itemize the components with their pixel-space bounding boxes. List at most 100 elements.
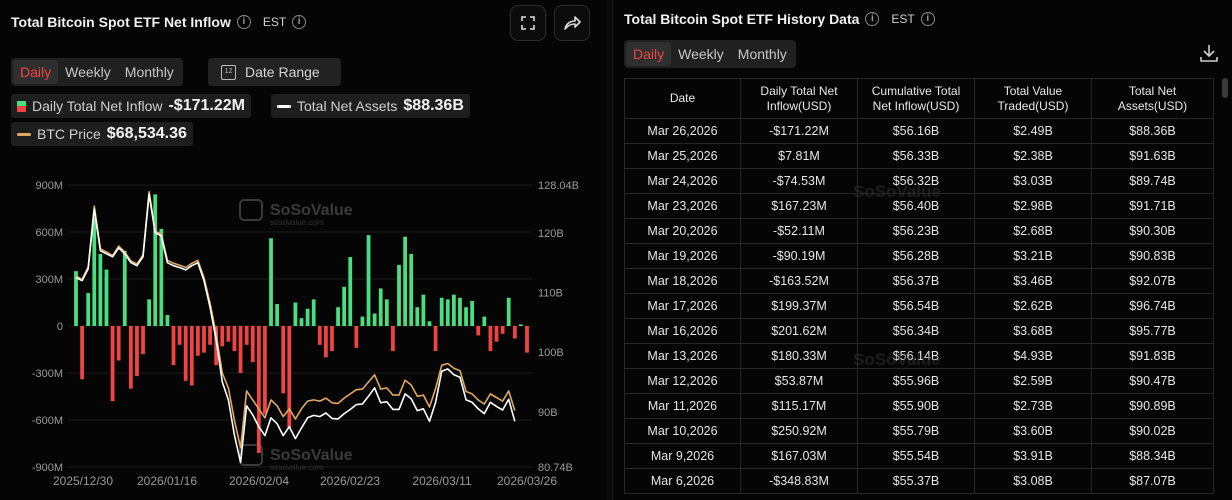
col-header-date[interactable]: Date bbox=[624, 78, 741, 119]
history-tab-monthly[interactable]: Monthly bbox=[737, 46, 787, 62]
inflow-bar bbox=[202, 326, 206, 353]
history-timezone-label[interactable]: EST bbox=[891, 12, 915, 26]
table-scrollbar[interactable] bbox=[1222, 78, 1228, 98]
watermark-logo-icon bbox=[239, 199, 263, 221]
inflow-bar bbox=[427, 321, 432, 326]
inflow-bar bbox=[275, 304, 280, 326]
table-row[interactable]: Mar 26,2026 -$171.22M $56.16B $2.49B $88.36B bbox=[624, 118, 1214, 144]
tab-monthly[interactable]: Monthly bbox=[124, 64, 174, 80]
line-legend-icon bbox=[277, 104, 291, 108]
cell-value-traded: $3.68B bbox=[974, 318, 1092, 344]
share-button[interactable] bbox=[554, 5, 590, 41]
cell-value-traded: $2.49B bbox=[974, 118, 1092, 144]
cell-daily-inflow: $167.03M bbox=[740, 443, 858, 469]
cell-daily-inflow: -$52.11M bbox=[740, 218, 858, 244]
timezone-info-icon[interactable]: i bbox=[292, 15, 307, 29]
x-tick-label: 2026/01/16 bbox=[137, 474, 197, 488]
table-row[interactable]: Mar 12,2026 $53.87M $55.96B $2.59B $90.47B bbox=[624, 368, 1214, 394]
y-tick-left: -600M bbox=[32, 415, 63, 427]
cell-cumulative-inflow: $56.54B bbox=[857, 293, 975, 319]
table-row[interactable]: Mar 6,2026 -$348.83M $55.37B $3.08B $87.07B bbox=[624, 468, 1214, 494]
col-header-net-assets[interactable]: Total Net Assets(USD) bbox=[1091, 78, 1214, 119]
cell-net-assets: $90.30B bbox=[1091, 218, 1214, 244]
inflow-bar bbox=[74, 271, 78, 326]
history-tab-daily[interactable]: Daily bbox=[626, 42, 672, 66]
table-row[interactable]: Mar 16,2026 $201.62M $56.34B $3.68B $95.77B bbox=[624, 318, 1214, 344]
inflow-bar bbox=[397, 264, 401, 326]
table-row[interactable]: Mar 17,2026 $199.37M $56.54B $2.62B $96.74B bbox=[624, 293, 1214, 319]
timezone-label[interactable]: EST bbox=[262, 15, 287, 29]
inflow-bar bbox=[135, 326, 139, 377]
inflow-bar bbox=[415, 307, 420, 326]
cell-date: Mar 24,2026 bbox=[624, 168, 741, 194]
cell-date: Mar 26,2026 bbox=[624, 118, 741, 144]
inflow-bar bbox=[232, 326, 237, 352]
col-header-daily-inflow[interactable]: Daily Total Net Inflow(USD) bbox=[740, 78, 858, 119]
y-tick-left: 600M bbox=[35, 227, 63, 239]
btc-line-legend-icon bbox=[17, 132, 31, 136]
y-tick-right: 80.74B bbox=[538, 462, 573, 474]
fullscreen-button[interactable] bbox=[510, 5, 546, 41]
col-header-value-traded[interactable]: Total Value Traded(USD) bbox=[974, 78, 1092, 119]
inflow-bar bbox=[122, 250, 127, 326]
cell-net-assets: $89.74B bbox=[1091, 168, 1214, 194]
cell-cumulative-inflow: $56.40B bbox=[857, 193, 975, 219]
cell-net-assets: $88.34B bbox=[1091, 443, 1214, 469]
inflow-bar bbox=[384, 299, 389, 326]
inflow-bar bbox=[281, 326, 286, 394]
cell-cumulative-inflow: $56.37B bbox=[857, 268, 975, 294]
tab-daily[interactable]: Daily bbox=[13, 60, 59, 84]
table-row[interactable]: Mar 9,2026 $167.03M $55.54B $3.91B $88.34B bbox=[624, 443, 1214, 469]
net-inflow-chart[interactable]: 900M 600M 300M 0 -300M -600M -900M 128.04B 120B 1… bbox=[0, 170, 606, 500]
inflow-bar bbox=[159, 228, 164, 326]
table-watermark-bottom: SoSoValue bbox=[853, 350, 941, 369]
y-tick-left: 300M bbox=[35, 274, 63, 286]
history-table: Date Daily Total Net Inflow(USD) Cumulat… bbox=[624, 78, 1214, 494]
inflow-bar bbox=[391, 326, 395, 352]
inflow-bar bbox=[305, 308, 310, 326]
table-row[interactable]: Mar 11,2026 $115.17M $55.90B $2.73B $90.89B bbox=[624, 393, 1214, 419]
legend-assets-label: Total Net Assets bbox=[297, 98, 398, 114]
history-info-icon[interactable]: i bbox=[865, 12, 880, 26]
inflow-bar bbox=[519, 324, 523, 326]
info-icon[interactable]: i bbox=[236, 15, 251, 29]
cell-net-assets: $90.47B bbox=[1091, 368, 1214, 394]
y-tick-left: -300M bbox=[32, 368, 63, 380]
inflow-bar bbox=[500, 326, 505, 334]
fullscreen-icon bbox=[521, 16, 535, 30]
table-row[interactable]: Mar 19,2026 -$90.19M $56.28B $3.21B $90.83B bbox=[624, 243, 1214, 269]
table-row[interactable]: Mar 23,2026 $167.23M $56.40B $2.98B $91.71B bbox=[624, 193, 1214, 219]
share-icon bbox=[564, 16, 581, 30]
legend-btc-price[interactable]: BTC Price $68,534.36 bbox=[11, 122, 193, 146]
y-tick-right: 110B bbox=[538, 288, 563, 300]
col-header-cumulative-inflow[interactable]: Cumulative Total Net Inflow(USD) bbox=[857, 78, 975, 119]
table-row[interactable]: Mar 13,2026 $180.33M $56.14B $4.93B $91.83B bbox=[624, 343, 1214, 369]
inflow-bar bbox=[196, 326, 200, 356]
legend-total-net-assets[interactable]: Total Net Assets $88.36B bbox=[271, 94, 470, 118]
table-row[interactable]: Mar 24,2026 -$74.53M $56.32B $3.03B $89.74B bbox=[624, 168, 1214, 194]
inflow-bar bbox=[86, 293, 91, 326]
cell-net-assets: $91.71B bbox=[1091, 193, 1214, 219]
x-tick-label: 2026/02/04 bbox=[229, 474, 289, 488]
inflow-bar bbox=[342, 286, 347, 326]
history-tab-weekly[interactable]: Weekly bbox=[678, 46, 724, 62]
tab-weekly[interactable]: Weekly bbox=[65, 64, 111, 80]
table-row[interactable]: Mar 18,2026 -$163.52M $56.37B $3.46B $92.07B bbox=[624, 268, 1214, 294]
cell-net-assets: $87.07B bbox=[1091, 468, 1214, 494]
cell-net-assets: $90.02B bbox=[1091, 418, 1214, 444]
history-timezone-info-icon[interactable]: i bbox=[920, 12, 935, 26]
date-range-button[interactable]: 12 Date Range bbox=[208, 58, 341, 86]
chart-title-row: Total Bitcoin Spot ETF Net Inflow i EST … bbox=[11, 14, 307, 30]
cell-value-traded: $3.46B bbox=[974, 268, 1092, 294]
table-row[interactable]: Mar 25,2026 $7.81M $56.33B $2.38B $91.63B bbox=[624, 143, 1214, 169]
cell-cumulative-inflow: $55.54B bbox=[857, 443, 975, 469]
inflow-bar bbox=[226, 326, 231, 342]
y-tick-left: 900M bbox=[35, 180, 63, 192]
cell-cumulative-inflow: $55.79B bbox=[857, 418, 975, 444]
table-row[interactable]: Mar 20,2026 -$52.11M $56.23B $2.68B $90.30B bbox=[624, 218, 1214, 244]
inflow-bar bbox=[403, 236, 407, 326]
table-row[interactable]: Mar 10,2026 $250.92M $55.79B $3.60B $90.02B bbox=[624, 418, 1214, 444]
download-button[interactable] bbox=[1198, 42, 1220, 64]
legend-daily-inflow[interactable]: Daily Total Net Inflow -$171.22M bbox=[11, 94, 251, 118]
chart-title: Total Bitcoin Spot ETF Net Inflow bbox=[11, 14, 231, 30]
